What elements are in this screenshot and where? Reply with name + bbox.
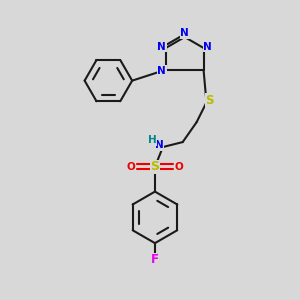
Text: N: N — [158, 66, 166, 76]
Text: F: F — [151, 254, 159, 266]
Text: N: N — [203, 42, 212, 52]
Text: N: N — [158, 42, 166, 52]
Text: N: N — [154, 140, 163, 150]
Text: S: S — [205, 94, 214, 107]
Text: S: S — [151, 160, 160, 173]
Text: O: O — [174, 162, 183, 172]
Text: H: H — [148, 135, 156, 145]
Text: N: N — [180, 28, 189, 38]
Text: O: O — [127, 162, 136, 172]
